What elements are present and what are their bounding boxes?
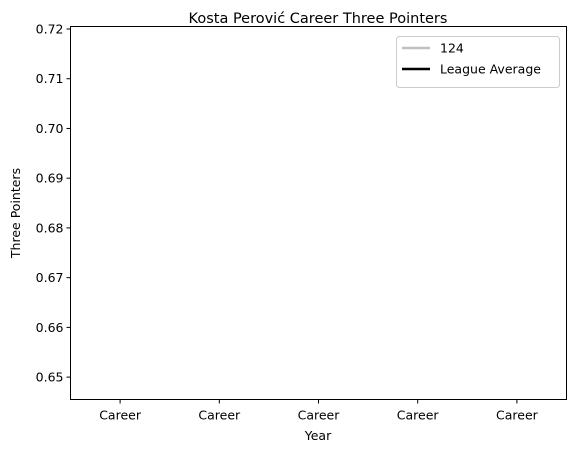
x-tick-label: Career (397, 408, 440, 423)
x-tick-label: Career (198, 408, 241, 423)
legend-label: 124 (440, 41, 464, 56)
y-tick-label: 0.65 (36, 370, 64, 385)
y-tick-label: 0.66 (36, 320, 64, 335)
legend: 124 League Average (396, 36, 560, 88)
y-tick-label: 0.67 (36, 270, 64, 285)
y-tick-label: 0.71 (36, 71, 64, 86)
y-tick-label: 0.69 (36, 171, 64, 186)
chart-title: Kosta Perović Career Three Pointers (189, 11, 448, 27)
y-tick-label: 0.72 (36, 21, 64, 36)
y-axis: 0.65 0.66 0.67 0.68 0.69 0.70 0.71 0.72 (36, 21, 71, 385)
x-axis-label: Year (304, 428, 332, 443)
x-tick-label: Career (496, 408, 539, 423)
y-tick-label: 0.70 (36, 121, 64, 136)
y-axis-label: Three Pointers (8, 168, 23, 259)
x-tick-label: Career (99, 408, 142, 423)
x-axis: Career Career Career Career Career (99, 399, 539, 423)
x-tick-label: Career (298, 408, 341, 423)
legend-box (396, 36, 560, 88)
legend-label: League Average (440, 62, 541, 77)
y-tick-label: 0.68 (36, 220, 64, 235)
